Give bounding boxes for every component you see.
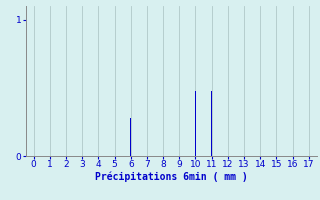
Bar: [211, 91, 212, 156]
Bar: [195, 91, 196, 156]
X-axis label: Précipitations 6min ( mm ): Précipitations 6min ( mm ): [95, 172, 248, 182]
Bar: [130, 118, 132, 156]
